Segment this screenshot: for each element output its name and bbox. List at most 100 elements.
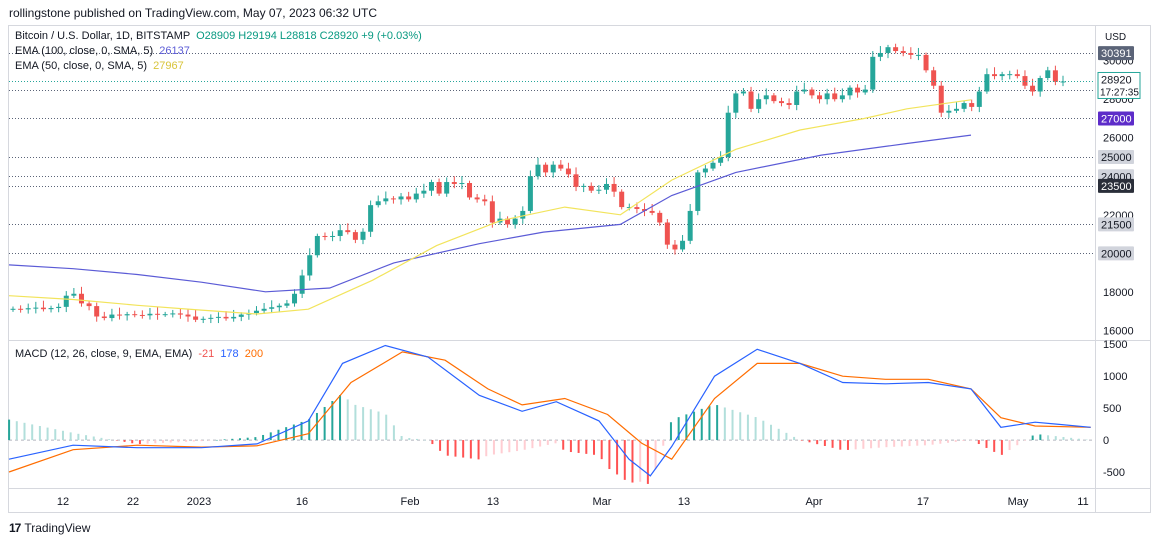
candle[interactable]	[839, 95, 845, 100]
candle[interactable]	[611, 183, 617, 192]
candle[interactable]	[946, 110, 952, 113]
candle[interactable]	[474, 197, 480, 200]
candle[interactable]	[603, 183, 609, 190]
candle[interactable]	[512, 218, 518, 225]
candle[interactable]	[40, 307, 46, 310]
candle[interactable]	[390, 198, 396, 200]
candle[interactable]	[1014, 74, 1020, 77]
candle[interactable]	[687, 210, 693, 241]
candle[interactable]	[573, 174, 579, 187]
candle[interactable]	[398, 196, 404, 200]
candle[interactable]	[961, 103, 967, 109]
candle[interactable]	[642, 209, 648, 211]
candle[interactable]	[330, 235, 336, 237]
candle[interactable]	[314, 235, 320, 256]
candle[interactable]	[269, 307, 275, 309]
candle[interactable]	[78, 293, 84, 304]
candle[interactable]	[170, 313, 176, 315]
candle[interactable]	[847, 87, 853, 96]
candle[interactable]	[763, 95, 769, 100]
candle[interactable]	[733, 93, 739, 113]
candle[interactable]	[383, 198, 389, 202]
candle[interactable]	[177, 313, 183, 315]
candle[interactable]	[953, 108, 959, 111]
candle[interactable]	[71, 293, 77, 296]
candle[interactable]	[482, 199, 488, 202]
candle[interactable]	[86, 303, 92, 307]
candle[interactable]	[444, 182, 450, 194]
candle[interactable]	[588, 185, 594, 191]
candle[interactable]	[626, 207, 632, 209]
candle[interactable]	[900, 51, 906, 53]
candle[interactable]	[923, 54, 929, 71]
candle[interactable]	[543, 164, 549, 173]
candle[interactable]	[657, 212, 663, 223]
candle[interactable]	[63, 295, 69, 307]
candle[interactable]	[284, 303, 290, 306]
candle[interactable]	[368, 205, 374, 232]
candle[interactable]	[1022, 76, 1028, 86]
candle[interactable]	[558, 164, 564, 169]
candle[interactable]	[421, 190, 427, 194]
candle[interactable]	[117, 314, 123, 316]
candle[interactable]	[801, 89, 807, 92]
candle[interactable]	[261, 308, 267, 311]
candle[interactable]	[162, 314, 168, 316]
candle[interactable]	[360, 231, 366, 240]
candle[interactable]	[307, 255, 313, 276]
candle[interactable]	[276, 305, 282, 308]
ema50-line[interactable]	[8, 99, 972, 315]
symbol-name[interactable]: Bitcoin / U.S. Dollar, 1D, BITSTAMP	[15, 30, 191, 42]
candle[interactable]	[193, 316, 199, 320]
candle[interactable]	[208, 317, 214, 319]
candle[interactable]	[10, 308, 16, 310]
candle[interactable]	[885, 47, 891, 53]
candle[interactable]	[56, 306, 62, 309]
candle[interactable]	[535, 164, 541, 177]
candle[interactable]	[345, 230, 351, 233]
candle[interactable]	[992, 74, 998, 77]
macd-label[interactable]: MACD (12, 26, close, 9, EMA, EMA)	[15, 348, 193, 360]
candle[interactable]	[124, 314, 130, 316]
candle[interactable]	[596, 189, 602, 191]
candle[interactable]	[215, 316, 221, 318]
candle[interactable]	[740, 91, 746, 94]
candle[interactable]	[550, 164, 556, 173]
candle[interactable]	[809, 89, 815, 96]
candle[interactable]	[489, 201, 495, 223]
candle[interactable]	[938, 85, 944, 113]
candle[interactable]	[451, 182, 457, 184]
candle[interactable]	[94, 306, 100, 317]
candle[interactable]	[139, 314, 145, 316]
candle[interactable]	[778, 101, 784, 104]
candle[interactable]	[870, 56, 876, 90]
candle[interactable]	[185, 314, 191, 317]
candle[interactable]	[619, 191, 625, 208]
candle[interactable]	[893, 47, 899, 52]
candle[interactable]	[459, 183, 465, 184]
candle[interactable]	[718, 156, 724, 163]
candle[interactable]	[33, 307, 39, 309]
candle[interactable]	[436, 182, 442, 194]
candle[interactable]	[352, 232, 358, 240]
candle[interactable]	[649, 210, 655, 213]
candle[interactable]	[771, 95, 777, 102]
candle[interactable]	[702, 168, 708, 173]
candle[interactable]	[147, 313, 153, 316]
candle[interactable]	[984, 74, 990, 92]
candle[interactable]	[725, 112, 731, 157]
candle[interactable]	[292, 293, 298, 304]
candle[interactable]	[101, 316, 107, 319]
candle[interactable]	[25, 308, 31, 310]
candle[interactable]	[748, 91, 754, 109]
candle[interactable]	[337, 230, 343, 236]
candle[interactable]	[862, 89, 868, 93]
candle[interactable]	[680, 240, 686, 250]
candle[interactable]	[710, 162, 716, 169]
candle[interactable]	[672, 244, 678, 250]
candle[interactable]	[18, 308, 24, 310]
candle[interactable]	[155, 313, 161, 315]
candle[interactable]	[132, 314, 138, 316]
ema100-line[interactable]	[8, 134, 972, 293]
